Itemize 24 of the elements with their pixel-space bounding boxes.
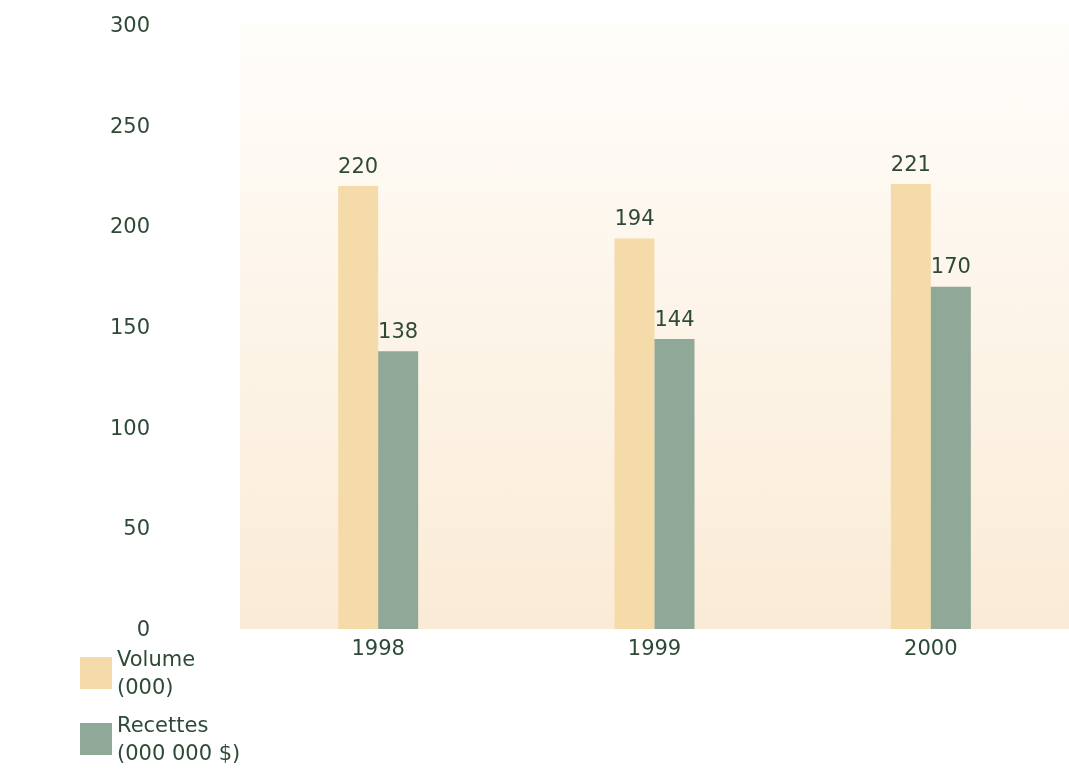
bar	[654, 339, 695, 629]
legend-label: Recettes (000 000 $)	[117, 713, 241, 765]
y-tick-label: 200	[109, 214, 150, 239]
x-tick-label: 1999	[627, 635, 682, 660]
y-tick-label: 0	[136, 617, 150, 641]
y-tick-label: 150	[109, 315, 150, 339]
bar	[890, 184, 931, 629]
legend-label: Volume (000)	[117, 647, 202, 699]
x-tick-label: 1998	[351, 635, 405, 660]
data-label: 194	[614, 205, 655, 230]
y-tick-label: 300	[109, 13, 150, 37]
bar	[614, 238, 655, 629]
data-label: 138	[378, 318, 419, 343]
y-tick-label: 250	[109, 113, 150, 138]
bar	[338, 186, 379, 629]
bar	[378, 351, 419, 629]
data-label: 220	[338, 153, 379, 178]
x-tick-label: 2000	[904, 635, 958, 660]
y-tick-label: 50	[123, 516, 150, 541]
data-label: 170	[930, 254, 971, 279]
bar	[930, 286, 971, 629]
y-tick-label: 100	[109, 415, 150, 440]
data-label: 144	[654, 306, 695, 331]
data-label: 221	[890, 151, 931, 176]
